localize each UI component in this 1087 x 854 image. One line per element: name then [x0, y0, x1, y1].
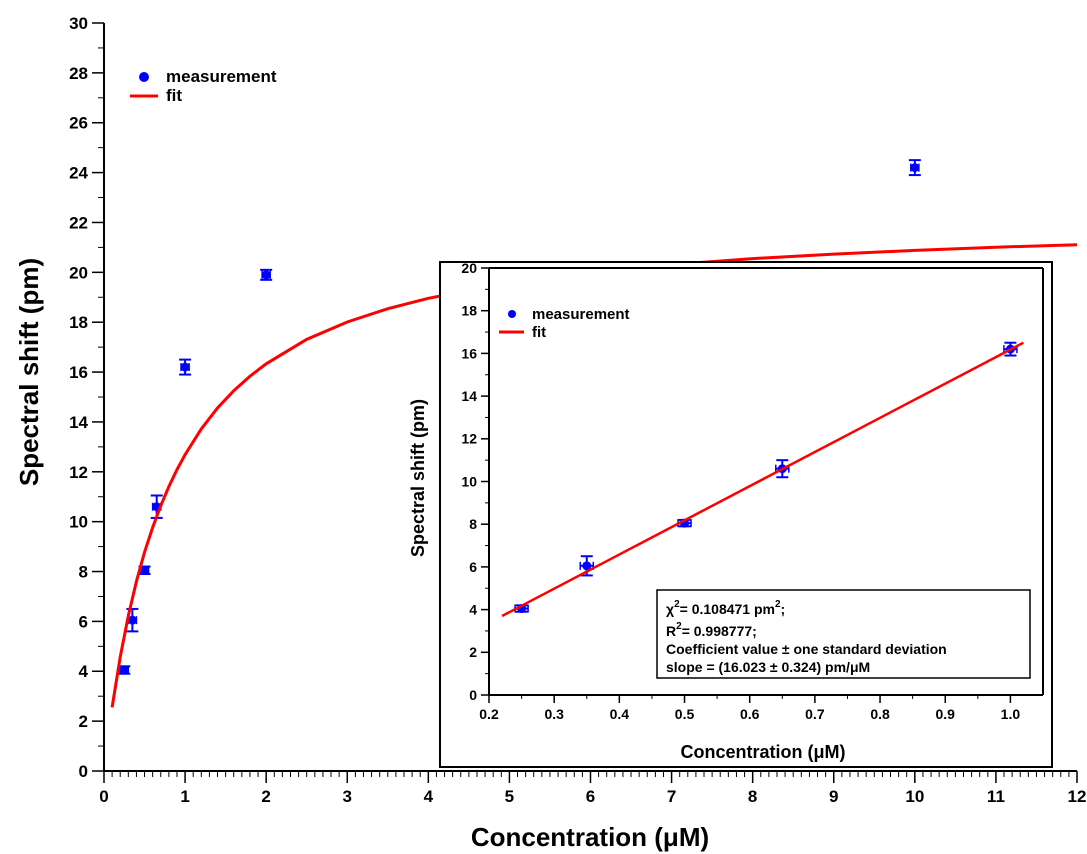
inset-legend-fit-label: fit — [532, 324, 546, 341]
main-y-tick-label: 16 — [69, 363, 88, 382]
main-x-tick-label: 7 — [667, 787, 676, 806]
main-y-tick-label: 8 — [79, 562, 88, 581]
inset-y-tick-label: 20 — [461, 260, 477, 276]
inset-x-tick-label: 0.8 — [870, 706, 890, 722]
main-x-tick-label: 3 — [343, 787, 352, 806]
main-x-tick-label: 2 — [261, 787, 270, 806]
inset-x-tick-label: 0.5 — [675, 706, 695, 722]
inset-y-tick-label: 18 — [461, 303, 477, 319]
inset-x-tick-label: 0.6 — [740, 706, 760, 722]
main-y-axis-label: Spectral shift (pm) — [14, 258, 44, 486]
inset-x-tick-label: 0.7 — [805, 706, 825, 722]
stats-box-frame — [656, 589, 1031, 679]
stats-coefficient: Coefficient value ± one standard deviati… — [666, 641, 947, 657]
inset-legend-measurement-marker — [508, 310, 516, 318]
main-x-tick-label: 6 — [586, 787, 595, 806]
main-data-point — [261, 270, 271, 280]
inset-y-tick-label: 0 — [469, 687, 477, 703]
inset-x-axis-label: Concentration (μM) — [681, 742, 846, 762]
inset-x-tick-label: 0.3 — [544, 706, 564, 722]
main-data-point — [140, 565, 150, 575]
inset-y-axis-label: Spectral shift (pm) — [408, 399, 428, 557]
main-data-point — [910, 163, 920, 173]
main-x-tick-label: 5 — [505, 787, 514, 806]
main-y-tick-label: 10 — [69, 513, 88, 532]
main-y-tick-label: 2 — [79, 712, 88, 731]
main-x-axis-label: Concentration (μM) — [471, 822, 709, 852]
main-x-tick-label: 10 — [905, 787, 924, 806]
inset-data-point — [582, 561, 592, 571]
main-y-tick-label: 28 — [69, 64, 88, 83]
main-y-tick-label: 6 — [79, 612, 88, 631]
inset-y-tick-label: 16 — [461, 345, 477, 361]
inset-y-tick-label: 14 — [461, 388, 477, 404]
inset-x-tick-label: 0.2 — [479, 706, 499, 722]
main-y-tick-label: 22 — [69, 213, 88, 232]
stats-box: χ2= 0.108471 pm2; R2= 0.998777; Coeffici… — [656, 589, 1031, 679]
main-x-tick-label: 8 — [748, 787, 757, 806]
inset-legend: measurement fit — [499, 306, 630, 341]
main-x-tick-label: 12 — [1068, 787, 1087, 806]
main-data-point — [127, 615, 137, 625]
inset-y-tick-label: 12 — [461, 431, 477, 447]
stats-r2: R2= 0.998777; — [666, 621, 757, 639]
main-x-tick-label: 1 — [180, 787, 189, 806]
main-legend-fit-label: fit — [166, 86, 182, 105]
inset-y-tick-label: 8 — [469, 516, 477, 532]
stats-slope: slope = (16.023 ± 0.324) pm/μM — [666, 659, 870, 675]
main-x-tick-label: 11 — [987, 787, 1005, 806]
main-data-point — [119, 665, 129, 675]
main-data-point — [180, 362, 190, 372]
inset-legend-measurement-label: measurement — [532, 306, 630, 323]
main-x-tick-label: 0 — [99, 787, 108, 806]
main-y-tick-label: 0 — [79, 762, 88, 781]
inset-y-tick-label: 6 — [469, 559, 477, 575]
main-y-tick-label: 12 — [69, 463, 88, 482]
inset-y-tick-label: 10 — [461, 473, 477, 489]
main-legend-measurement-label: measurement — [166, 67, 277, 86]
main-legend: measurement fit — [130, 67, 277, 105]
inset-fit-line — [501, 341, 1024, 618]
main-y-tick-label: 18 — [69, 313, 88, 332]
inset-x-tick-label: 0.4 — [610, 706, 630, 722]
inset-y-tick-label: 4 — [469, 602, 477, 618]
main-x-tick-label: 4 — [424, 787, 434, 806]
main-y-tick-label: 26 — [69, 114, 88, 133]
main-x-tick-label: 9 — [829, 787, 838, 806]
inset-panel — [439, 261, 1053, 768]
stats-chi2: χ2= 0.108471 pm2; — [666, 599, 785, 617]
inset-y-tick-label: 2 — [469, 644, 477, 660]
main-y-tick-label: 20 — [69, 263, 88, 282]
inset-plot: 0 2 4 6 8 10 12 14 16 18 20 0.2 0.3 0.4 0.5 0.6 0.7 0.8 0.… — [439, 260, 1053, 768]
main-y-tick-label: 30 — [69, 14, 88, 33]
main-y-tick-label: 24 — [69, 164, 88, 183]
main-y-tick-label: 14 — [69, 413, 88, 432]
main-fit-line — [110, 243, 1078, 708]
main-y-tick-label: 4 — [79, 662, 89, 681]
main-legend-measurement-marker — [139, 72, 149, 82]
inset-x-tick-label: 1.0 — [1001, 706, 1021, 722]
inset-x-tick-label: 0.9 — [936, 706, 956, 722]
